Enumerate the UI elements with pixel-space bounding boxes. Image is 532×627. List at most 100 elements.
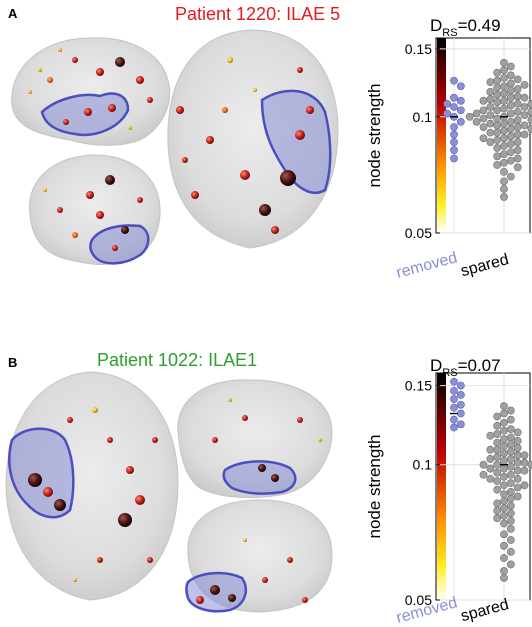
data-point-spared [506, 560, 515, 569]
data-point-removed [450, 146, 458, 154]
data-point-spared [500, 497, 508, 505]
data-point-spared [493, 514, 502, 523]
data-point-spared [506, 516, 515, 525]
data-point-spared [506, 524, 515, 533]
data-point-spared [513, 458, 522, 467]
data-point-spared [513, 85, 522, 93]
data-point-spared [520, 111, 529, 120]
category-label-spared: spared [459, 251, 511, 280]
data-point-removed [456, 381, 465, 390]
data-point-spared [493, 90, 502, 99]
data-point-spared [513, 130, 522, 139]
data-point-spared [500, 402, 508, 411]
data-point-spared [500, 481, 508, 490]
data-point-spared [513, 483, 522, 492]
data-point-spared [493, 438, 502, 447]
data-point-spared [506, 488, 515, 496]
data-point-removed [450, 403, 458, 412]
data-point-spared [513, 428, 522, 437]
data-point-spared [486, 138, 495, 146]
data-point-spared [493, 106, 502, 115]
data-point-spared [479, 114, 488, 123]
y-tick-label: 0.15 [405, 41, 432, 57]
data-point-spared [513, 92, 522, 101]
data-point-spared [486, 445, 495, 454]
data-point-removed [450, 423, 458, 432]
chart-a: 0.05 0.1 0.15 node strength DRS=0.49 removed s… [365, 16, 532, 282]
data-point-spared [493, 161, 502, 169]
data-point-removed [456, 106, 465, 115]
data-point-spared [506, 109, 515, 118]
data-point-spared [500, 126, 508, 135]
data-point-spared [493, 453, 502, 461]
data-point-spared [500, 193, 508, 201]
data-point-spared [486, 95, 495, 104]
data-point-spared [506, 440, 515, 449]
data-point-spared [500, 435, 508, 444]
y-tick-label: 0.05 [405, 592, 432, 608]
data-point-spared [520, 121, 529, 130]
data-point-spared [479, 106, 488, 115]
data-point-spared [520, 103, 529, 111]
data-point-spared [486, 111, 495, 120]
data-point-spared [500, 134, 508, 143]
data-point-spared [506, 86, 515, 95]
data-point-spared [500, 74, 508, 82]
data-point-spared [513, 492, 522, 501]
data-point-spared [506, 447, 515, 456]
data-point-removed [456, 391, 465, 399]
data-point-spared [493, 152, 502, 161]
data-point-spared [479, 96, 488, 105]
data-point-spared [500, 142, 508, 150]
data-point-spared [506, 71, 515, 80]
data-point-spared [486, 88, 495, 96]
data-point-spared [500, 177, 508, 186]
data-point-spared [493, 422, 502, 430]
data-point-spared [506, 156, 515, 165]
y-axis-label: node strength [365, 435, 384, 539]
data-point-spared [493, 76, 502, 85]
data-point-spared [506, 425, 515, 434]
data-point-spared [500, 409, 508, 418]
data-point-spared [493, 460, 502, 469]
data-point-spared [500, 554, 508, 562]
data-point-spared [486, 464, 495, 473]
brain-nodes [28, 48, 322, 604]
data-point-spared [506, 501, 515, 510]
data-point-spared [500, 66, 508, 75]
data-point-spared [513, 107, 522, 116]
data-point-spared [493, 506, 502, 515]
y-axis-label: node strength [365, 84, 384, 188]
data-point-spared [479, 460, 488, 469]
data-point-spared [493, 445, 502, 454]
data-point-removed [443, 109, 452, 118]
data-point-removed [450, 130, 458, 139]
data-point-spared [506, 93, 515, 102]
data-point-spared [486, 78, 495, 86]
data-point-spared [513, 75, 522, 84]
data-point-spared [513, 466, 522, 475]
data-point-removed [456, 409, 465, 418]
data-point-spared [506, 148, 515, 157]
colorbar [437, 373, 446, 600]
data-point-spared [493, 136, 502, 145]
data-point-spared [513, 474, 522, 483]
data-point-spared [493, 83, 502, 92]
data-point-spared [479, 134, 488, 143]
data-point-spared [500, 418, 508, 427]
data-point-spared [500, 456, 508, 465]
data-point-spared [493, 144, 502, 152]
data-point-spared [520, 93, 529, 102]
drs-title: DRS=0.07 [430, 356, 501, 379]
data-point-spared [527, 116, 532, 125]
data-point-spared [493, 412, 502, 421]
data-point-spared [520, 458, 529, 467]
data-point-spared [500, 104, 508, 113]
data-point-spared [493, 499, 502, 508]
data-point-spared [500, 442, 508, 451]
data-point-spared [500, 82, 508, 91]
data-point-spared [506, 132, 515, 141]
data-point-spared [500, 89, 508, 98]
